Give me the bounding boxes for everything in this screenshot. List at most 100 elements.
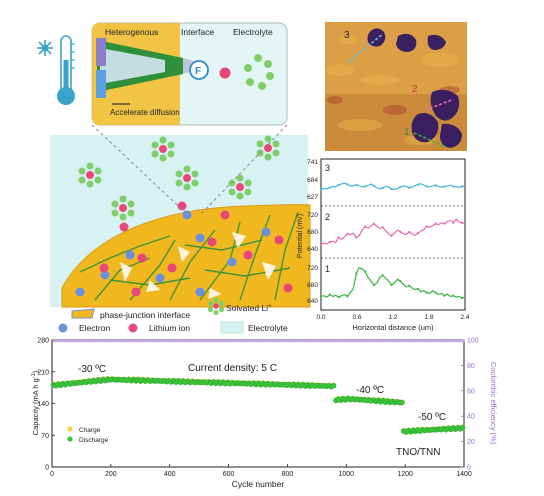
ce-point [214,339,218,343]
profile-point [443,294,446,297]
legend-lithium-ion: Lithium ion [149,323,190,333]
ce-point [295,339,299,343]
ce-point [359,339,363,343]
ce-point [211,339,214,343]
lithium-dot [137,253,147,263]
ce-point [156,339,159,343]
profile-point [390,234,393,237]
ce-point [368,339,371,343]
ce-point [403,339,407,343]
profile-point [319,188,323,191]
svg-text:Solvated Li+: Solvated Li+ [226,303,272,313]
profile-point [434,184,437,187]
bottom-tick-label: 400 [164,471,176,478]
profile-point [408,284,411,287]
legend-solvated: Solvated Li [226,303,268,313]
profile-point [364,270,367,273]
ce-point [182,339,186,343]
ce-point [322,339,325,343]
ce-point [198,339,202,343]
ce-point [179,339,182,343]
afm-scan-line-3 [347,33,384,63]
ce-point [332,339,336,343]
inset-accelerate-label: Accelerate diffusion [110,108,180,117]
ce-point [415,339,419,343]
ce-point [121,339,124,343]
profile-line-1 [320,266,466,299]
ce-point [394,339,398,343]
ce-point [385,339,389,343]
ce-point [380,339,384,343]
electron-dot [182,210,192,220]
ce-point [117,339,121,343]
profile-ytick: 627 [307,194,318,201]
profile-ytick: 640 [307,246,318,253]
ce-point [76,339,80,343]
annotation-sample: TNO/TNN [396,447,440,458]
profile-point [443,185,446,188]
profile-point [461,221,464,224]
ce-point [144,339,147,343]
ce-point [174,339,177,343]
profile-point [399,280,402,283]
profile-label-3: 3 [325,163,330,173]
ce-point [348,339,352,343]
right-tick-label: 20 [467,439,475,446]
profile-point [381,274,384,277]
electron-dot [195,287,205,297]
annotation-minus50: -50 ºC [418,412,446,423]
solvated-li-cluster [111,195,135,221]
profile-point [434,222,437,225]
ce-point [271,339,274,343]
profile-panel-3: 3 741 684 627 [307,159,466,201]
ce-point [408,339,412,343]
ce-point [172,339,175,343]
ce-point [188,339,191,343]
ce-point [225,339,228,343]
ce-point [431,339,435,343]
profile-ytick: 741 [307,159,318,166]
left-tick-label: 0 [45,465,49,472]
ce-point [244,339,248,343]
profile-label-1: 1 [325,264,330,274]
right-tick-label: 40 [467,414,475,421]
interface-inset: Heterogenous Interface Electrolyte Accel… [91,22,288,126]
legend-charge: Charge [79,427,101,434]
profile-point [372,283,375,287]
legend-charge-marker [67,426,73,432]
charge-carriers [75,201,293,297]
ce-point [290,339,294,343]
ce-point [375,339,378,343]
profile-point [390,187,393,191]
cycling-legend: Charge Discharge [67,426,109,444]
profile-xtick: 0.6 [352,314,361,321]
profile-ytick: 680 [307,229,318,236]
ce-point [189,339,193,343]
profile-point [337,296,340,299]
ce-point [267,339,271,343]
ce-point [101,339,105,343]
bottom-axis-ticks: 0 200 400 600 800 1000 1200 1400 [50,464,472,478]
right-tick-label: 0 [467,465,471,472]
ce-point [426,339,430,343]
ce-point [334,339,338,343]
profile-line-2 [320,218,466,246]
profile-ytick: 680 [307,282,318,289]
profile-point [399,230,402,233]
ce-point [357,339,361,343]
lithium-dot [99,263,109,273]
solvated-li-cluster [228,174,252,200]
ce-point [61,339,64,343]
ce-point [158,339,161,343]
profile-point [364,225,367,228]
snowflake-icon [37,40,53,56]
profile-xticks: 0.0 0.6 1.2 1.8 2.4 [316,314,469,321]
cycling-xlabel: Cycle number [232,479,285,489]
ce-point [230,339,234,343]
bottom-tick-label: 1400 [456,471,472,478]
afm-region-1: 1 [404,127,410,138]
ce-point [279,339,283,343]
profile-point [416,232,420,235]
lithium-dot [220,210,230,220]
thermometer-icon [57,35,75,105]
